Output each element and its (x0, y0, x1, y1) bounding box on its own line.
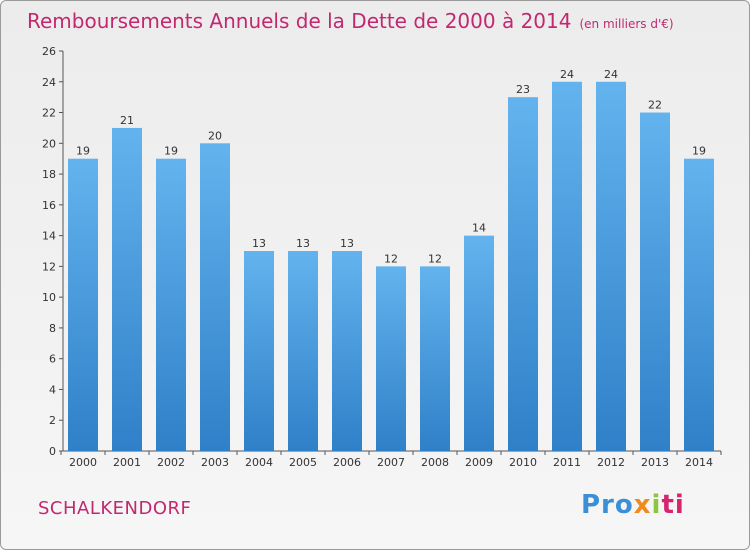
y-tick-label: 20 (42, 137, 56, 150)
y-tick-label: 2 (49, 414, 56, 427)
bar (464, 235, 494, 451)
y-tick-label: 6 (49, 353, 56, 366)
bar (332, 251, 362, 451)
bar-value-label: 20 (208, 129, 222, 142)
bar-value-label: 19 (164, 145, 178, 158)
bar (684, 158, 714, 451)
bar-value-label: 13 (296, 237, 310, 250)
x-tick-label: 2009 (465, 456, 493, 469)
bar (156, 158, 186, 451)
bar-value-label: 24 (604, 68, 618, 81)
x-tick-label: 2000 (69, 456, 97, 469)
bar-value-label: 24 (560, 68, 574, 81)
bar (244, 251, 274, 451)
bar-value-label: 13 (252, 237, 266, 250)
bar (552, 81, 582, 452)
x-tick-label: 2012 (597, 456, 625, 469)
y-tick-label: 16 (42, 199, 56, 212)
bar (376, 266, 406, 451)
unit-note: (en milliers d'€) (579, 17, 674, 31)
x-tick-label: 2001 (113, 456, 141, 469)
x-tick-label: 2008 (421, 456, 449, 469)
commune-name: SCHALKENDORF (38, 498, 192, 519)
y-tick-label: 8 (49, 322, 56, 335)
bar-value-label: 19 (692, 145, 706, 158)
y-tick-label: 10 (42, 291, 56, 304)
x-tick-label: 2006 (333, 456, 361, 469)
y-tick-label: 26 (42, 45, 56, 58)
y-tick-label: 14 (42, 230, 56, 243)
y-tick-label: 18 (42, 168, 56, 181)
bar-value-label: 14 (472, 222, 486, 235)
y-tick-label: 24 (42, 76, 56, 89)
bar-value-label: 19 (76, 145, 90, 158)
x-tick-label: 2010 (509, 456, 537, 469)
y-tick-label: 4 (49, 383, 56, 396)
bar (640, 112, 670, 452)
bar-value-label: 23 (516, 83, 530, 96)
bar-value-label: 12 (428, 252, 442, 265)
x-tick-label: 2004 (245, 456, 273, 469)
y-tick-label: 22 (42, 107, 56, 120)
chart-title: Remboursements Annuels de la Dette de 20… (27, 9, 674, 33)
bar (68, 158, 98, 451)
bar (508, 97, 538, 452)
x-tick-label: 2002 (157, 456, 185, 469)
x-tick-label: 2014 (685, 456, 713, 469)
bar (288, 251, 318, 451)
x-tick-label: 2003 (201, 456, 229, 469)
x-tick-label: 2007 (377, 456, 405, 469)
bar-value-label: 21 (120, 114, 134, 127)
bar (112, 127, 142, 451)
y-tick-label: 12 (42, 260, 56, 273)
bar (420, 266, 450, 451)
bar (200, 143, 230, 452)
x-tick-label: 2013 (641, 456, 669, 469)
y-tick-label: 0 (49, 445, 56, 458)
bar (596, 81, 626, 452)
bar-value-label: 13 (340, 237, 354, 250)
x-tick-label: 2005 (289, 456, 317, 469)
bar-value-label: 12 (384, 252, 398, 265)
proxiti-logo: Proxiti (581, 490, 685, 520)
bar-value-label: 22 (648, 99, 662, 112)
x-tick-label: 2011 (553, 456, 581, 469)
